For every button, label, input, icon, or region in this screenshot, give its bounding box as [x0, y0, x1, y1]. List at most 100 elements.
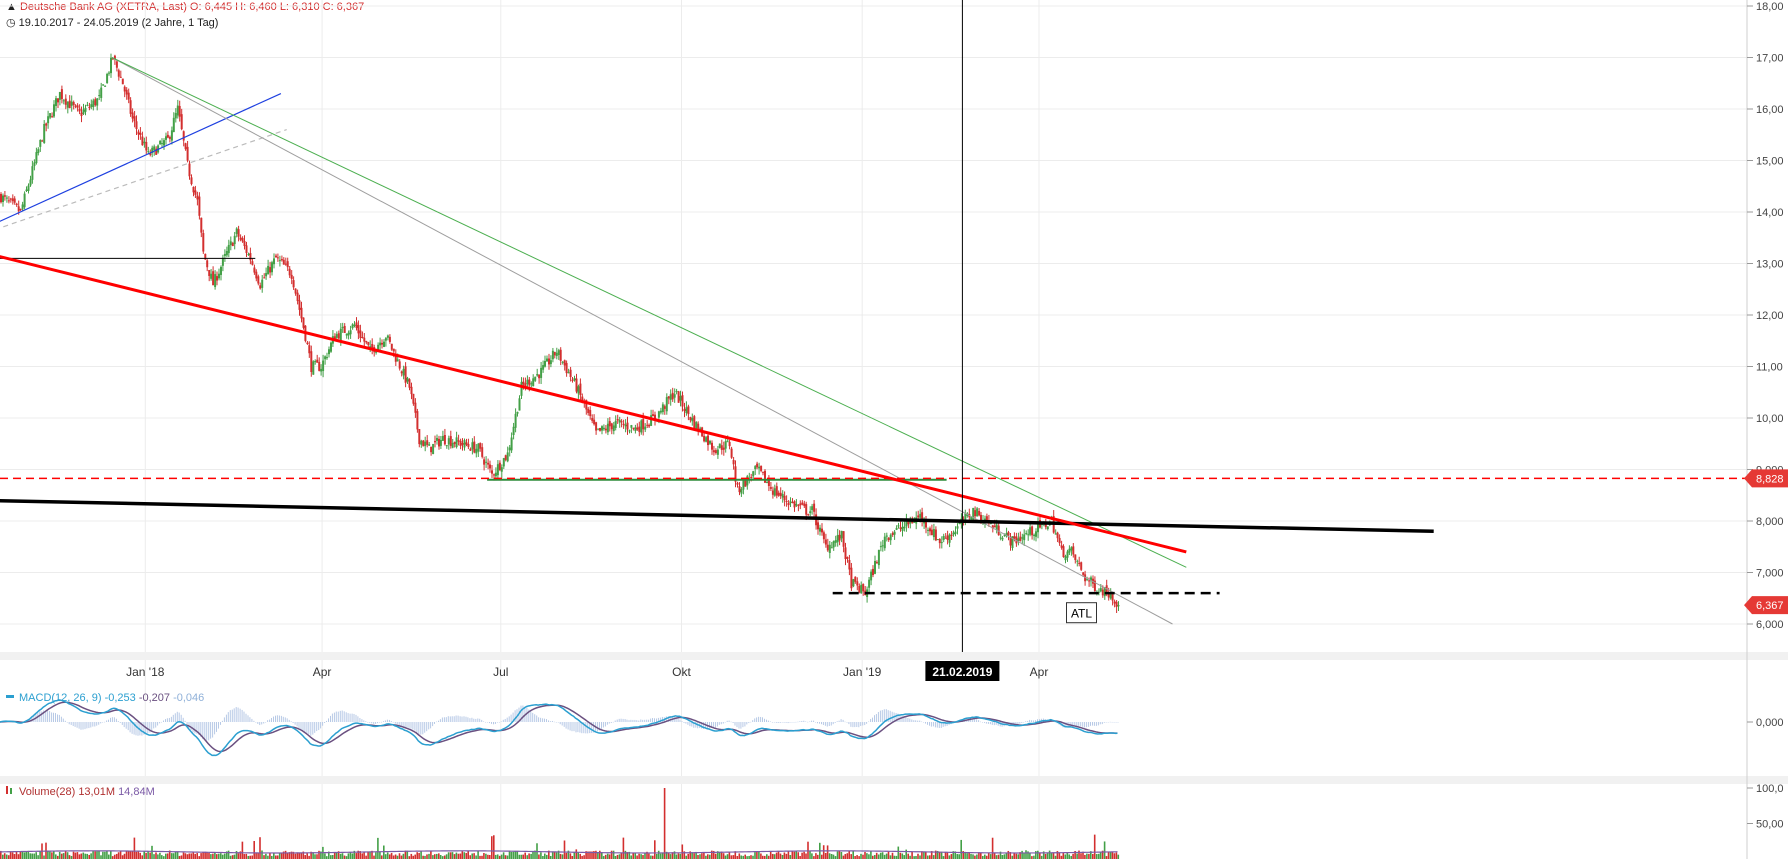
- price-marker-label: 8,828: [1756, 473, 1784, 485]
- candle-down: [793, 501, 796, 508]
- volume-bar: [221, 854, 224, 859]
- volume-bar: [1072, 853, 1074, 859]
- volume-bar: [111, 856, 114, 859]
- candle-up: [516, 411, 519, 414]
- candle-down: [19, 208, 22, 210]
- macd-hist-bar: [172, 714, 174, 722]
- macd-hist-bar: [822, 722, 824, 725]
- candle-up: [163, 140, 165, 146]
- macd-hist-bar: [1097, 722, 1099, 726]
- volume-bar: [709, 854, 711, 859]
- volume-bar: [400, 855, 403, 859]
- candle-up: [877, 549, 880, 566]
- macd-hist-bar: [512, 712, 514, 722]
- volume-bar: [479, 855, 481, 859]
- macd-hist-bar: [842, 719, 844, 722]
- macd-hist-bar: [856, 722, 858, 727]
- volume-bar: [746, 856, 748, 859]
- candle-down: [414, 402, 417, 413]
- candle-down: [791, 502, 794, 504]
- macd-hist-bar: [656, 718, 657, 722]
- macd-hist-bar: [932, 722, 934, 727]
- volume-bar: [587, 851, 589, 859]
- macd-hist-bar: [168, 717, 170, 722]
- macd-hist-bar: [1015, 722, 1017, 725]
- volume-bar: [585, 851, 587, 859]
- macd-hist-bar: [1019, 722, 1021, 724]
- macd-hist-bar: [82, 722, 84, 730]
- candle-down: [72, 102, 75, 105]
- macd-hist-bar: [259, 722, 261, 726]
- macd-hist-bar: [49, 711, 51, 722]
- period-label: (2 Jahre, 1 Tag): [141, 17, 219, 29]
- volume-bar: [60, 853, 63, 859]
- volume-bar: [875, 852, 878, 859]
- volume-bar: [426, 854, 428, 859]
- candle-down: [1007, 532, 1010, 536]
- volume-bar: [196, 853, 198, 859]
- volume-bar: [673, 851, 676, 859]
- macd-hist-bar: [186, 722, 188, 725]
- volume-bar: [491, 836, 493, 859]
- macd-hist-bar: [430, 722, 432, 729]
- macd-hist-bar: [930, 722, 932, 727]
- macd-hist-bar: [936, 722, 938, 728]
- volume-bar: [1095, 854, 1098, 859]
- candle-down: [398, 361, 401, 369]
- macd-hist-bar: [1072, 722, 1074, 726]
- volume-bar: [461, 851, 464, 859]
- volume-bar: [522, 854, 524, 859]
- volume-bar: [950, 854, 953, 859]
- candle-down: [838, 534, 841, 541]
- candle-down: [0, 193, 2, 203]
- candle-up: [82, 109, 85, 114]
- candle-down: [3, 195, 6, 197]
- candle-up: [634, 427, 637, 431]
- volume-bar: [410, 853, 413, 859]
- macd-hist-bar: [502, 719, 504, 722]
- macd-hist-bar: [288, 719, 290, 722]
- macd-hist-bar: [976, 719, 978, 722]
- candle-up: [432, 443, 435, 455]
- macd-hist-bar: [147, 722, 149, 734]
- red-trendline: [0, 255, 1187, 554]
- candle-down: [891, 533, 894, 535]
- volume-bar: [722, 853, 725, 859]
- volume-bar: [276, 855, 279, 859]
- candle-up: [233, 235, 236, 245]
- macd-hist-bar: [738, 722, 740, 729]
- macd-hist-bar: [650, 718, 652, 722]
- volume-bar: [430, 851, 432, 859]
- candle-up: [55, 98, 57, 106]
- macd-hist-bar: [461, 716, 463, 722]
- candle-down: [1093, 580, 1096, 592]
- macd-hist-bar: [614, 720, 616, 722]
- volume-bar: [137, 851, 140, 859]
- candle-down: [269, 267, 272, 273]
- candle-down: [294, 288, 297, 294]
- volume-bar: [948, 855, 951, 859]
- macd-hist-bar: [840, 719, 842, 722]
- macd-hist-bar: [41, 711, 43, 722]
- volume-bar: [610, 850, 613, 859]
- volume-bar: [834, 856, 837, 859]
- volume-bar: [174, 851, 177, 859]
- macd-hist-bar: [125, 722, 127, 729]
- candle-down: [182, 131, 185, 141]
- candle-down: [938, 538, 941, 544]
- candle-down: [139, 132, 142, 135]
- candle-up: [597, 428, 600, 430]
- macd-hist-bar: [451, 716, 453, 722]
- macd-hist-bar: [813, 720, 815, 722]
- candle-down: [585, 399, 588, 410]
- volume-axis-label: 100,0: [1756, 783, 1784, 795]
- volume-bar: [938, 851, 941, 859]
- candle-down: [275, 255, 277, 258]
- volume-bar: [667, 852, 670, 859]
- candle-up: [106, 73, 109, 84]
- macd-hist-bar: [870, 718, 872, 722]
- macd-hist-bar: [901, 715, 903, 722]
- macd-hist-bar: [316, 722, 318, 732]
